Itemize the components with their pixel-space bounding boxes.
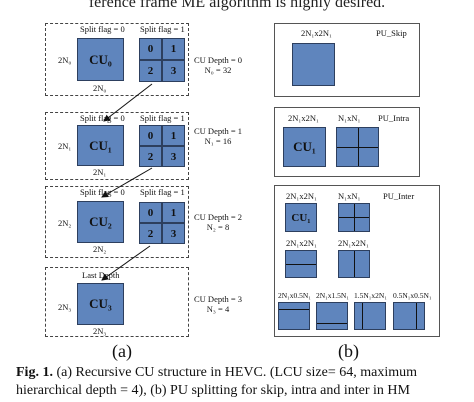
caption-text: (a) Recursive CU structure in HEVC. (LCU… (52, 365, 417, 380)
pu-skip-box (274, 23, 420, 97)
quadrant-0: 0 (139, 125, 162, 146)
depth-label-line1: CU Depth = 0 (194, 55, 242, 65)
quadrant-2: 2 (139, 223, 162, 244)
arrow-depth-2-to-3 (101, 245, 151, 281)
quadrant-1: 1 (162, 38, 185, 60)
pu-skip-title: PU_Skip (376, 28, 407, 38)
pu-inter-2nxnu-label: 2N₁x0.5N₁ (278, 291, 311, 300)
depth-label-line1: CU Depth = 1 (194, 126, 242, 136)
cu-depth-2-box (45, 186, 189, 258)
quadrant-3: 3 (162, 223, 185, 244)
cu-label: CU₁ (293, 139, 316, 154)
cu-bottom-label: 2N₀ (93, 83, 107, 93)
cu-block: CU₃ (77, 283, 124, 325)
figure-caption-line-2: hierarchical depth = 4), (b) PU splittin… (16, 383, 410, 398)
panel-b-label: (b) (338, 341, 359, 361)
depth-label-line1: CU Depth = 2 (194, 212, 242, 222)
split-flag-0-label: Split flag = 0 (80, 113, 125, 123)
pu-inter-2nxn-label: 2N₁x2N₁ (286, 238, 317, 248)
pu-inter-2nxnu-block (278, 302, 310, 330)
cu-bottom-label: 2N₁ (93, 167, 107, 177)
pu-intra-label-2: N₁xN₁ (338, 113, 361, 123)
pu-inter-nlx2n-label: 1.5N₁x2N₁ (354, 291, 387, 300)
pu-inter-label-2: N₁xN₁ (338, 191, 361, 201)
pu-skip-block (292, 43, 335, 86)
last-depth-label: Last Depth (82, 270, 120, 280)
figure-caption-line-1: Fig. 1. (a) Recursive CU structure in HE… (16, 364, 417, 382)
pu-intra-box (274, 107, 420, 177)
quadrant-1: 1 (162, 202, 185, 223)
split-flag-1-label: Split flag = 1 (140, 113, 185, 123)
cu-label: CU₀ (89, 51, 112, 67)
cu-block: CU₀ (77, 38, 124, 81)
quadrant-2: 2 (139, 60, 162, 82)
depth-label-line2: N₂ = 8 (206, 222, 230, 232)
pu-intra-nxn-block (336, 127, 379, 167)
pu-intra-title: PU_Intra (378, 113, 410, 123)
quadrant-0: 0 (139, 38, 162, 60)
depth-label-line1: CU Depth = 3 (194, 294, 242, 304)
pu-inter-2nxnd-label: 2N₁x1.5N₁ (316, 291, 349, 300)
top-text: ference frame ME algorithm is highly des… (88, 0, 386, 11)
cu-block: CU₂ (77, 201, 124, 243)
pu-inter-2nx2n-block: CU₁ (285, 203, 317, 232)
arrow-depth-1-to-2 (101, 167, 153, 198)
depth-label-line2: N₀ = 32 (204, 65, 232, 75)
cu-side-label: 2N₁ (58, 141, 72, 151)
split-flag-0-label: Split flag = 0 (80, 24, 125, 34)
quadrant-1: 1 (162, 125, 185, 146)
cu-bottom-label: 2N₃ (93, 326, 107, 336)
pu-intra-label-1: 2N₁x2N₁ (288, 113, 319, 123)
pu-inter-2nxn-block (285, 250, 317, 278)
pu-inter-nlx2n-block (354, 302, 386, 330)
pu-inter-nx2n-label: 2N₁x2N₁ (338, 238, 369, 248)
quadrant-2: 2 (139, 146, 162, 167)
pu-inter-label-1: 2N₁x2N₁ (286, 191, 317, 201)
pu-inter-box (274, 185, 440, 337)
cu-side-label: 2N₀ (58, 55, 72, 65)
split-flag-1-label: Split flag = 1 (140, 24, 185, 34)
cu-side-label: 2N₃ (58, 302, 72, 312)
pu-inter-nx2n-block (338, 250, 370, 278)
depth-label-line2: N₁ = 16 (204, 136, 232, 146)
cu-side-label: 2N₂ (58, 218, 72, 228)
cu-depth-1-box (45, 112, 189, 180)
cu-block: CU₁ (77, 125, 124, 166)
quadrant-0: 0 (139, 202, 162, 223)
cu-label: CU₃ (89, 296, 112, 311)
pu-inter-2nxnd-block (316, 302, 348, 330)
cu-label: CU₁ (89, 137, 112, 153)
pu-inter-nrx2n-label: 0.5N₁x0.5N₁ (393, 291, 432, 300)
quadrant-3: 3 (162, 146, 185, 167)
split-flag-1-label: Split flag = 1 (140, 187, 185, 197)
cu-label: CU₁ (291, 211, 311, 224)
depth-label-line2: N₃ = 4 (206, 304, 230, 314)
cu-label: CU₂ (89, 214, 112, 229)
pu-inter-nxn-block (338, 203, 370, 232)
cu-depth-3-box (45, 267, 189, 337)
figure-label: Fig. 1. (16, 365, 53, 380)
pu-inter-nrx2n-block (393, 302, 425, 330)
cu-depth-0-box (45, 23, 189, 96)
arrow-depth-0-to-1 (103, 83, 153, 122)
panel-a-label: (a) (112, 341, 132, 361)
pu-intra-2nx2n-block: CU₁ (283, 127, 326, 167)
pu-inter-title: PU_Inter (383, 191, 415, 201)
pu-skip-size-label: 2N₁x2N₁ (301, 28, 332, 38)
cu-bottom-label: 2N₂ (93, 244, 107, 254)
quadrant-3: 3 (162, 60, 185, 82)
